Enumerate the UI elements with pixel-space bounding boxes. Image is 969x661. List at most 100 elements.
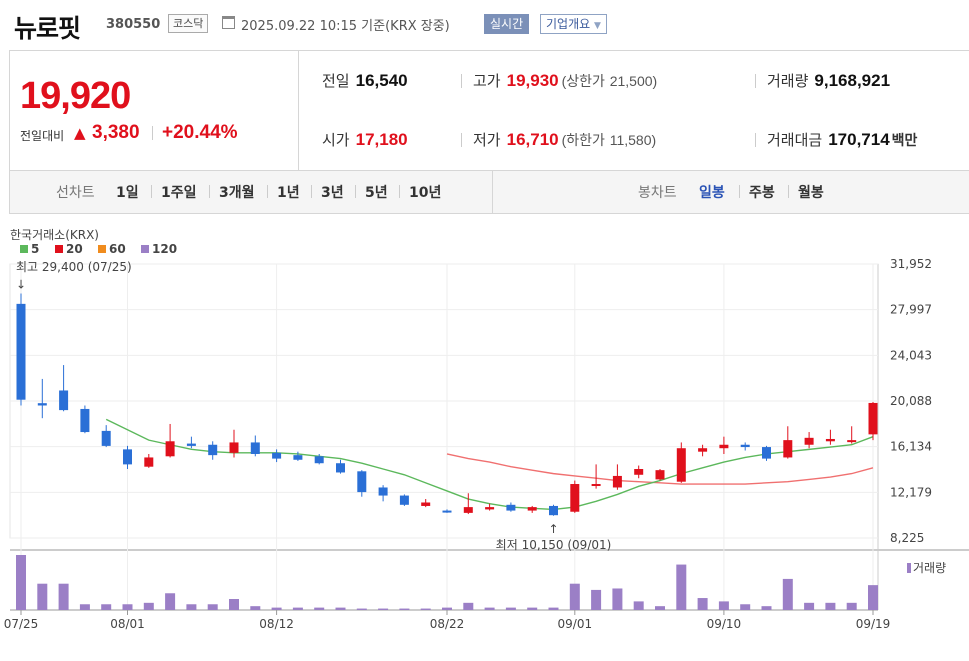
volume-bar [868, 585, 878, 610]
candle-body [229, 442, 239, 453]
tab-1d[interactable]: 1일 [116, 185, 139, 201]
trade-value: 거래대금 170,714 백만 [767, 130, 918, 149]
chart-tabs: 선차트 1일 1주일 3개월 1년 3년 5년 10년 봉차트 일봉 주봉 월봉 [9, 171, 969, 214]
volume-bar [143, 602, 154, 610]
ma-legend-swatch [141, 245, 149, 253]
candle-body [250, 442, 260, 454]
candle-body [634, 469, 644, 475]
tab-10y[interactable]: 10년 [409, 185, 442, 201]
tab-monthly[interactable]: 월봉 [798, 185, 824, 201]
x-tick-label: 09/01 [558, 617, 593, 631]
open-price: 시가 17,180 [322, 130, 408, 149]
high-annotation: 최고 29,400 (07/25) [16, 260, 132, 274]
volume-bar [782, 578, 793, 610]
volume-bar [761, 606, 772, 610]
candle-body [399, 495, 409, 505]
tab-1w[interactable]: 1주일 [161, 185, 197, 201]
divider [152, 126, 153, 140]
low-annotation: 최저 10,150 (09/01) [496, 538, 612, 552]
tab-5y[interactable]: 5년 [365, 185, 388, 201]
change-percent: +20.44% [162, 122, 238, 143]
candle-body [336, 463, 345, 473]
calendar-icon [222, 16, 235, 29]
candle-body [506, 504, 516, 511]
volume-bar [399, 608, 410, 610]
volume-bar [527, 607, 538, 610]
candle-body [16, 303, 26, 400]
y-tick-label: 20,088 [890, 394, 932, 408]
volume-bar [79, 604, 90, 610]
divider [461, 133, 462, 147]
volume-bar [442, 607, 452, 610]
change-value: 3,380 [92, 122, 140, 143]
tab-3y[interactable]: 3년 [321, 185, 344, 201]
company-overview-button[interactable]: 기업개요 ▼ [540, 14, 607, 34]
volume-bar [655, 606, 665, 610]
candle-body [186, 443, 196, 446]
divider [461, 74, 462, 88]
x-tick-label: 09/10 [707, 617, 742, 631]
candle-body [804, 437, 814, 445]
change-label: 전일대비 [20, 129, 65, 143]
y-tick-label: 24,043 [890, 348, 932, 362]
ma-legend-swatch [55, 245, 63, 253]
realtime-button[interactable]: 실시간 [484, 14, 530, 34]
high-arrow-icon: ↓ [16, 277, 26, 291]
ma-legend-swatch [20, 245, 28, 253]
volume-bar [612, 588, 623, 610]
tab-3m[interactable]: 3개월 [219, 185, 255, 201]
volume-bar [378, 608, 389, 610]
candle-body [825, 438, 835, 442]
tab-weekly[interactable]: 주봉 [749, 185, 775, 201]
stock-header: 뉴로핏 380550 코스닥 2025.09.22 10:15 기준(KRX 장… [0, 0, 969, 50]
candle-body [59, 390, 69, 411]
volume-bar [229, 599, 239, 610]
volume-bar [484, 607, 495, 610]
candle-body [37, 403, 47, 406]
candle-body [442, 510, 452, 513]
candle-body [655, 470, 665, 480]
divider [209, 185, 210, 198]
volume-bar [548, 607, 559, 610]
tab-daily[interactable]: 일봉 [699, 185, 725, 201]
ma120-line [446, 453, 874, 485]
candle-body [272, 452, 282, 459]
candle-body [612, 475, 622, 488]
volume-bar [825, 602, 836, 610]
ma-legend-label: 120 [152, 242, 177, 256]
x-tick-label: 08/22 [430, 617, 465, 631]
day-low: 저가 16,710 (하한가 11,580) [473, 130, 657, 149]
volume-bar [186, 604, 197, 610]
line-chart-label: 선차트 [56, 185, 95, 201]
divider [267, 185, 268, 198]
candle-body [123, 449, 132, 465]
volume-bar [101, 604, 112, 610]
divider [492, 171, 493, 213]
candle-body [80, 408, 90, 433]
candle-body [676, 448, 686, 482]
candlestick-chart: 31,952 27,997 24,043 20,088 16,134 12,179 8,22… [4, 228, 969, 631]
candle-body [549, 505, 558, 516]
divider [755, 74, 756, 88]
quote-datetime: 2025.09.22 10:15 기준(KRX 장중) [241, 19, 450, 34]
volume-bar [718, 601, 729, 610]
candle-body [165, 441, 175, 457]
quote-panel: 19,920 전일대비 ▲ 3,380 +20.44% 전일 16,540 고가 1… [9, 50, 969, 171]
volume-bar [356, 608, 367, 610]
ma-legend-swatch [98, 245, 106, 253]
current-price: 19,920 [20, 75, 131, 117]
volume-legend-swatch [907, 563, 911, 573]
volume-bar [633, 601, 644, 610]
low-arrow-icon: ↑ [548, 522, 558, 536]
candle-body [144, 457, 154, 467]
ma-legend-label: 5 [31, 242, 39, 256]
ma5-line [105, 418, 874, 511]
volume-bar [165, 593, 176, 610]
stock-code: 380550 [106, 17, 161, 32]
volume-bar [420, 608, 431, 610]
tab-1y[interactable]: 1년 [277, 185, 300, 201]
volume-bar [207, 604, 218, 610]
volume-bar [740, 604, 751, 610]
market-badge: 코스닥 [168, 14, 209, 33]
stock-name: 뉴로핏 [14, 14, 81, 43]
